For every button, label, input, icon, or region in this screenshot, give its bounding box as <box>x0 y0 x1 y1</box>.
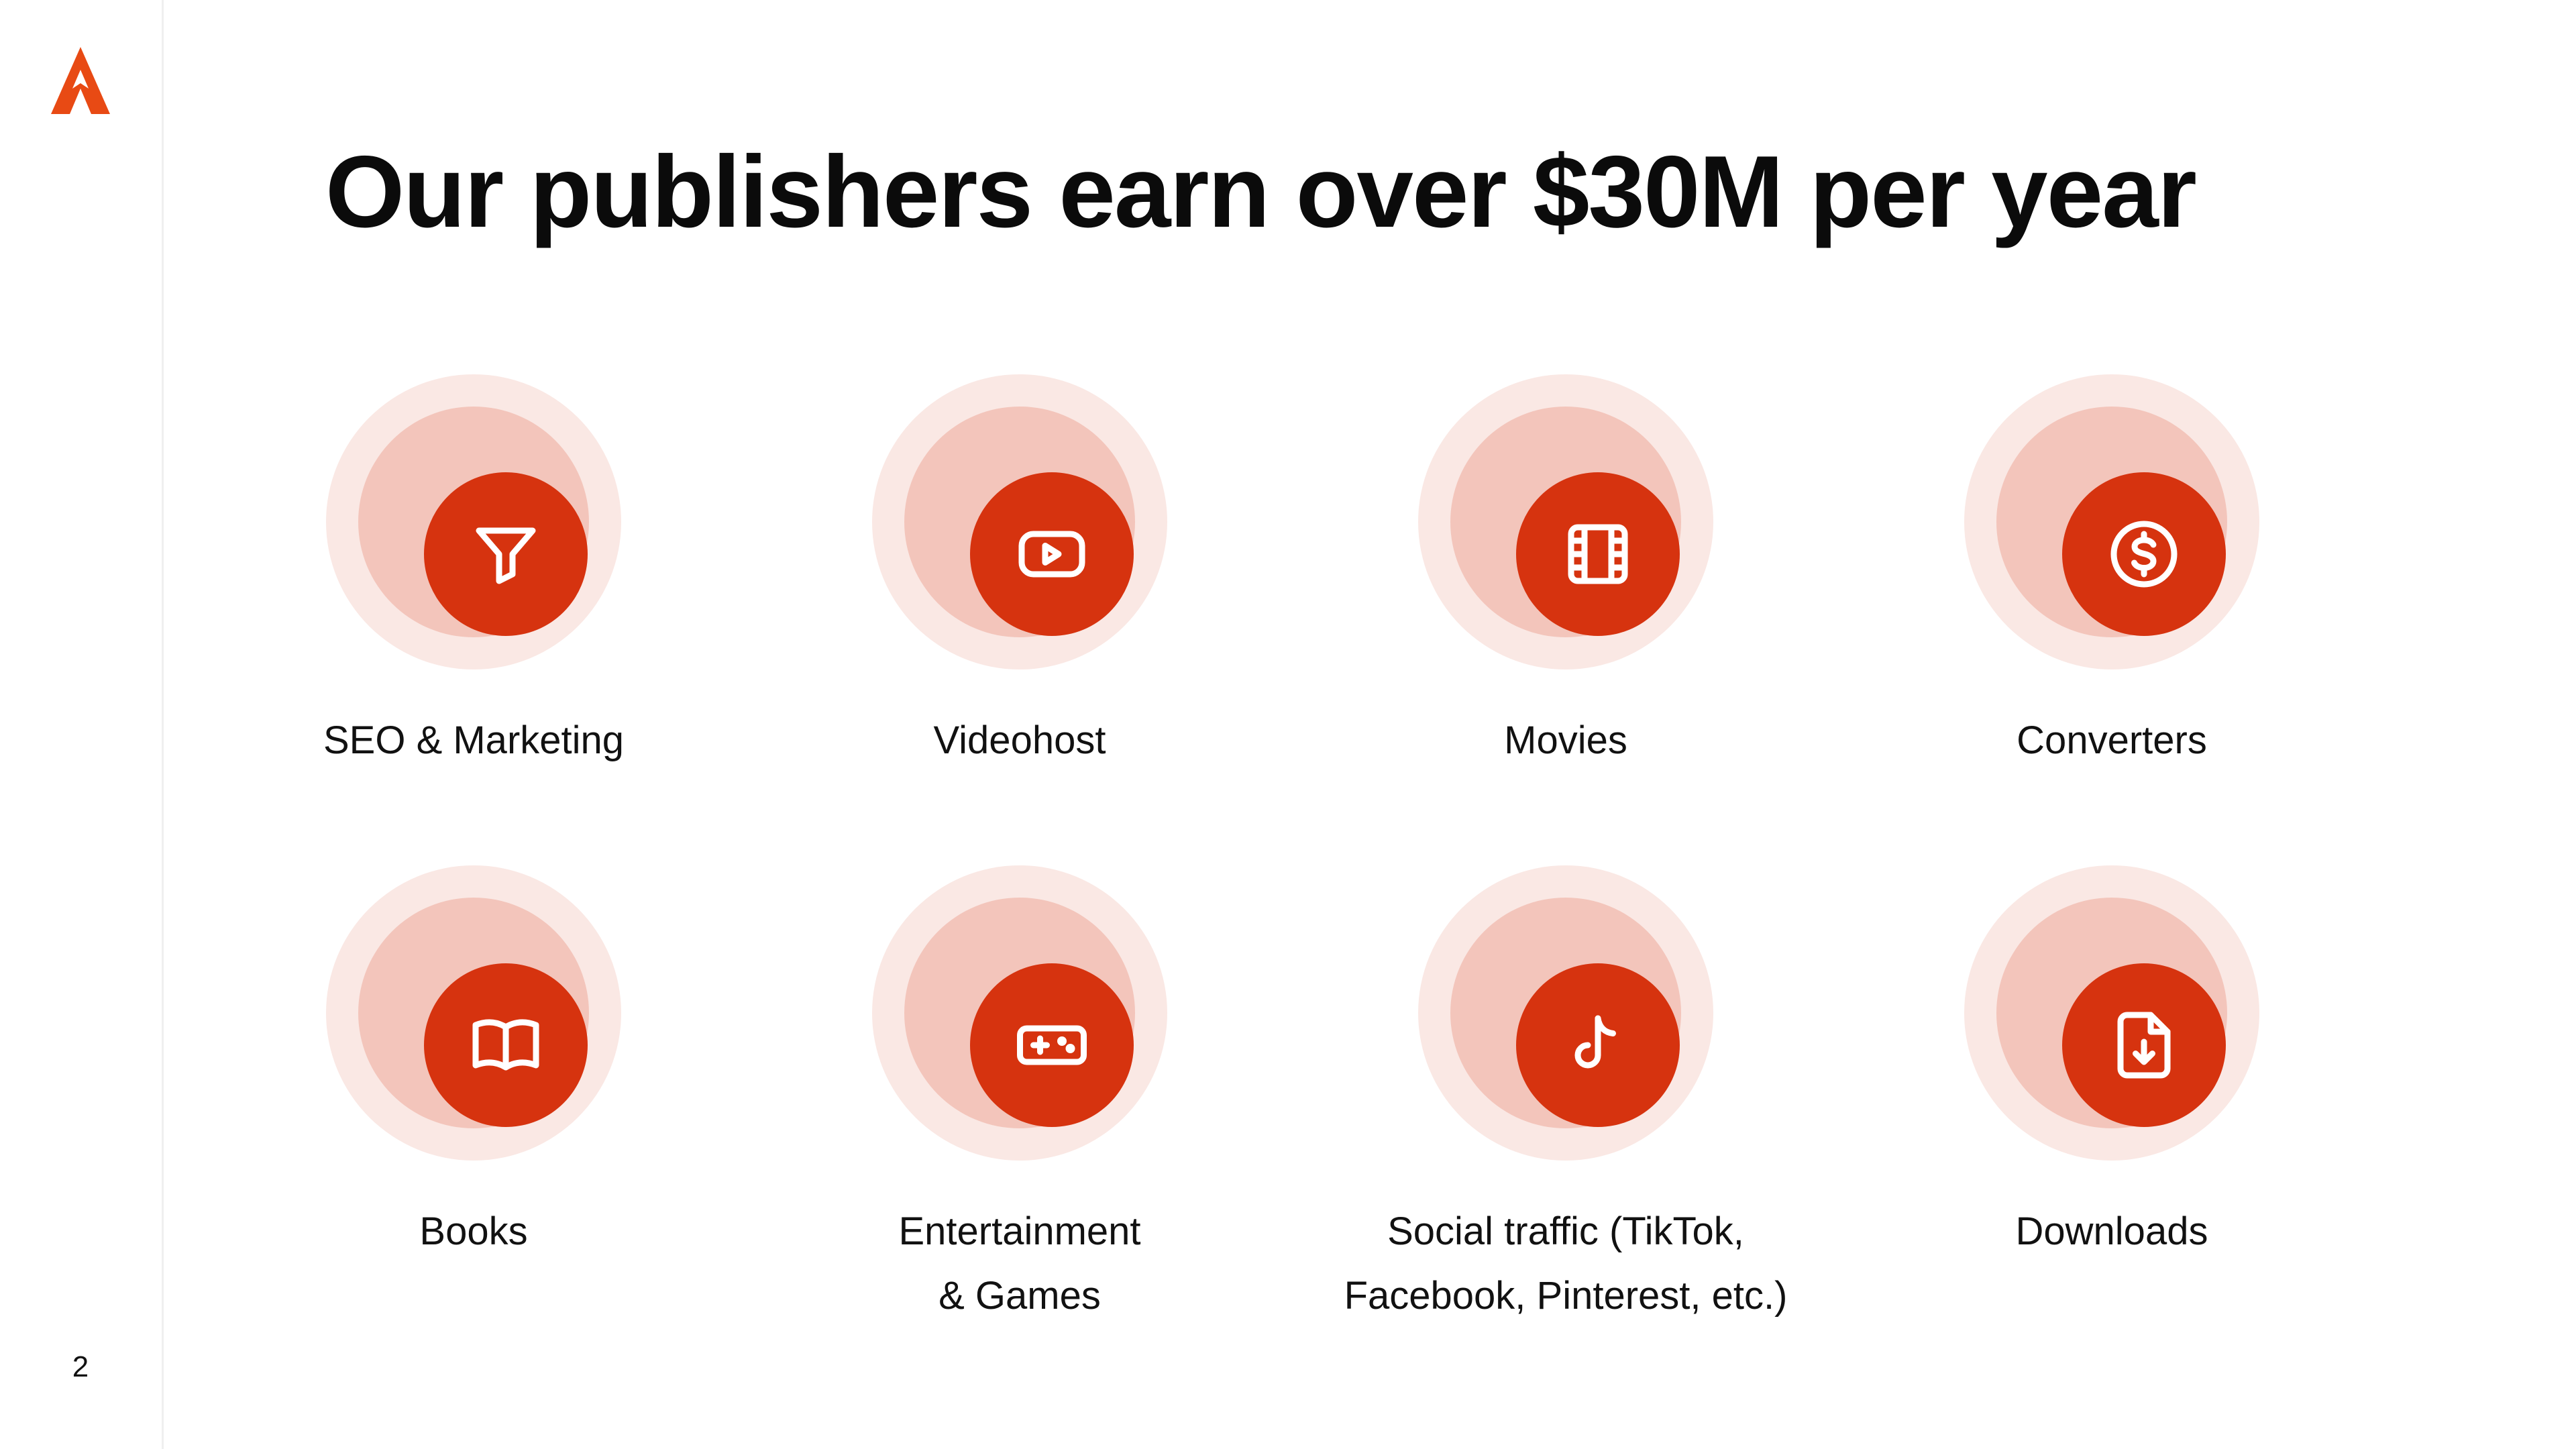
category-label: Entertainment & Games <box>898 1210 1141 1318</box>
file-download-icon <box>2117 1012 2171 1079</box>
icon-rings <box>326 374 621 669</box>
category-entertainment-games: Entertainment & Games <box>765 865 1275 1348</box>
icon-rings <box>1418 374 1713 669</box>
dollar-icon <box>2110 521 2178 588</box>
page-number: 2 <box>72 1350 89 1383</box>
icon-rings <box>326 865 621 1161</box>
category-social-traffic: Social traffic (TikTok, Facebook, Pinter… <box>1311 865 1821 1348</box>
gamepad-icon <box>1017 1025 1087 1065</box>
brand-logo-icon <box>51 47 110 114</box>
category-downloads: Downloads <box>1857 865 2367 1348</box>
category-videohost: Videohost <box>765 374 1275 857</box>
category-label: Books <box>419 1210 528 1253</box>
film-icon <box>1568 524 1628 584</box>
icon-rings <box>1418 865 1713 1161</box>
category-seo-marketing: SEO & Marketing <box>219 374 729 857</box>
page-title: Our publishers earn over $30M per year <box>325 135 2197 249</box>
left-rail: 2 <box>0 0 164 1449</box>
tiktok-icon <box>1574 1015 1616 1069</box>
category-label: Social traffic (TikTok, Facebook, Pinter… <box>1344 1210 1788 1318</box>
category-books: Books <box>219 865 729 1348</box>
category-label: SEO & Marketing <box>323 718 625 762</box>
funnel-icon <box>476 527 536 584</box>
icon-rings <box>1964 374 2259 669</box>
category-label: Videohost <box>933 718 1106 762</box>
category-converters: Converters <box>1857 374 2367 857</box>
icon-rings <box>872 865 1167 1161</box>
book-icon <box>472 1019 539 1071</box>
icon-rings <box>872 374 1167 669</box>
category-label: Movies <box>1504 718 1627 762</box>
icon-rings <box>1964 865 2259 1161</box>
play-icon <box>1018 531 1085 578</box>
category-movies: Movies <box>1311 374 1821 857</box>
category-label: Downloads <box>2015 1210 2208 1253</box>
category-label: Converters <box>2017 718 2207 762</box>
